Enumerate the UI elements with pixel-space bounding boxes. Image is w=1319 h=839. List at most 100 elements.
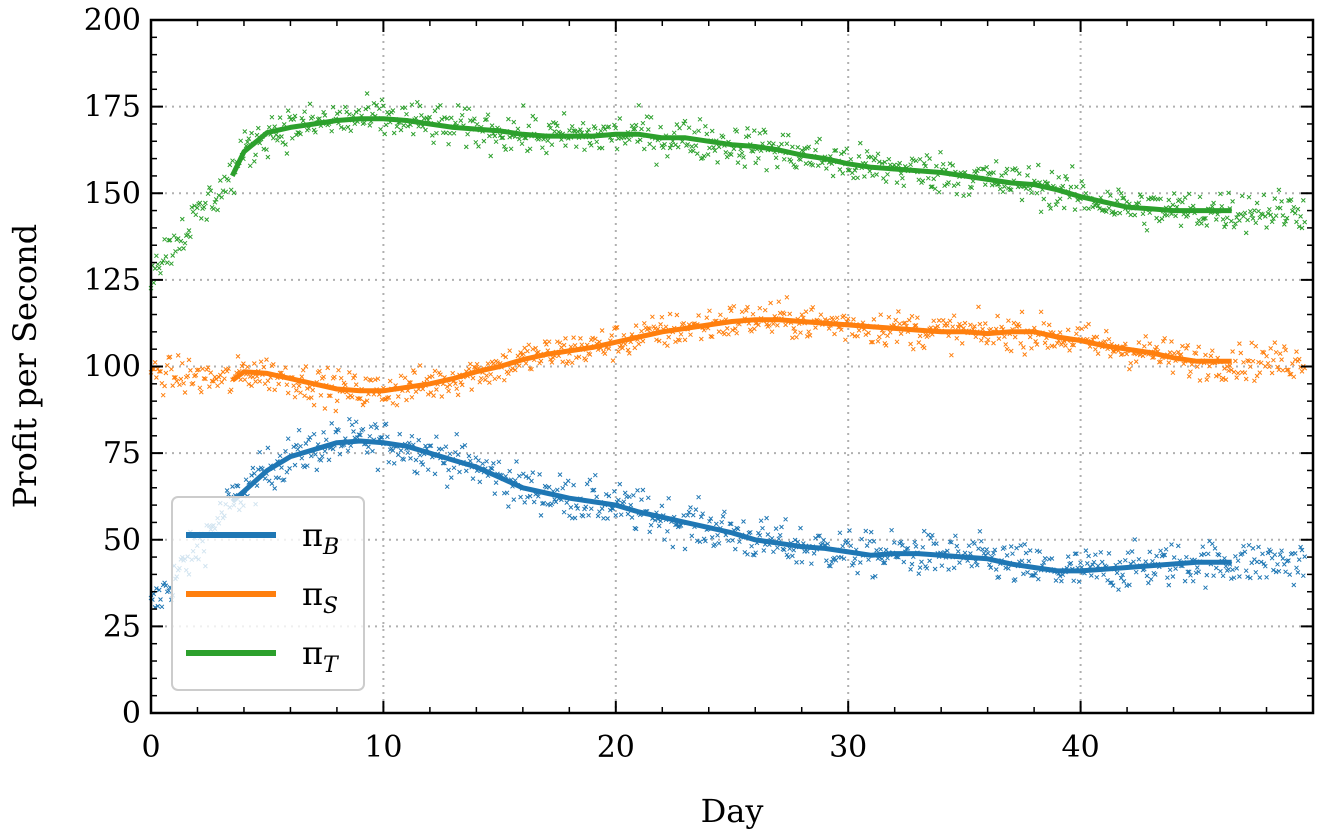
raw-point	[567, 128, 572, 133]
raw-point	[548, 125, 553, 131]
raw-point	[300, 118, 306, 124]
raw-point	[602, 351, 608, 356]
raw-point	[764, 515, 769, 521]
raw-point	[501, 143, 507, 149]
raw-point	[1223, 377, 1229, 382]
raw-point	[1226, 368, 1231, 374]
raw-point	[299, 115, 305, 121]
raw-point	[561, 111, 567, 116]
raw-point	[1163, 546, 1169, 552]
raw-point	[751, 128, 757, 133]
raw-point	[277, 115, 283, 120]
raw-point	[855, 175, 860, 181]
raw-point	[1211, 573, 1216, 579]
raw-point	[1041, 196, 1047, 202]
raw-point	[761, 127, 767, 133]
raw-point	[189, 204, 195, 210]
raw-point	[279, 134, 284, 139]
raw-point	[909, 313, 915, 319]
raw-point	[162, 580, 167, 586]
raw-point	[382, 397, 388, 402]
raw-point	[283, 448, 288, 454]
raw-point	[592, 472, 598, 478]
raw-point	[1272, 552, 1278, 558]
raw-point	[321, 429, 326, 435]
raw-point	[614, 325, 620, 330]
raw-point	[1186, 191, 1192, 197]
raw-point	[1063, 343, 1068, 348]
raw-point	[949, 539, 954, 545]
raw-point	[771, 321, 776, 327]
raw-point	[170, 253, 176, 258]
raw-point	[1075, 326, 1081, 331]
raw-point	[980, 326, 985, 332]
raw-point	[909, 561, 915, 567]
raw-point	[806, 329, 812, 335]
raw-point	[1249, 212, 1255, 218]
raw-point	[1212, 546, 1218, 551]
raw-point	[824, 558, 829, 563]
raw-point	[364, 398, 370, 404]
raw-point	[489, 466, 495, 471]
raw-point	[776, 536, 782, 542]
raw-point	[533, 117, 538, 122]
raw-point	[216, 193, 222, 198]
raw-point	[1117, 559, 1123, 565]
raw-point	[1103, 328, 1109, 334]
raw-point	[171, 375, 177, 380]
raw-point	[394, 124, 400, 129]
raw-point	[1296, 224, 1302, 229]
raw-point	[1235, 370, 1241, 376]
raw-point	[959, 341, 965, 346]
raw-point	[1261, 561, 1267, 567]
raw-point	[830, 173, 836, 179]
raw-point	[356, 107, 362, 113]
raw-point	[1184, 346, 1189, 351]
raw-point	[1200, 544, 1206, 550]
raw-point	[921, 345, 927, 351]
raw-point	[616, 497, 621, 503]
raw-point	[1254, 200, 1260, 206]
raw-point	[969, 185, 975, 191]
raw-point	[1295, 570, 1301, 575]
raw-point	[798, 330, 803, 336]
raw-point	[809, 561, 814, 567]
raw-point	[308, 453, 314, 459]
raw-point	[1041, 560, 1047, 565]
raw-point	[322, 113, 328, 118]
raw-point	[1095, 351, 1101, 356]
raw-point	[457, 469, 462, 475]
raw-point	[1291, 204, 1297, 210]
raw-point	[1133, 359, 1139, 364]
raw-point	[1211, 200, 1216, 206]
raw-point	[1053, 578, 1059, 583]
raw-point	[537, 360, 542, 366]
raw-point	[821, 537, 826, 543]
raw-point	[999, 324, 1004, 330]
raw-point	[163, 583, 169, 589]
raw-point	[253, 379, 258, 384]
raw-point	[353, 382, 359, 387]
raw-point	[1277, 552, 1283, 557]
raw-point	[526, 342, 532, 348]
raw-point	[1265, 211, 1271, 216]
raw-point	[689, 144, 695, 149]
raw-point	[852, 168, 858, 173]
raw-point	[813, 147, 818, 153]
raw-point	[1286, 558, 1291, 563]
raw-point	[1265, 550, 1271, 556]
raw-point	[678, 331, 684, 337]
raw-point	[779, 141, 784, 147]
raw-point	[402, 375, 408, 381]
raw-point	[977, 321, 983, 327]
raw-point	[795, 145, 801, 150]
raw-point	[1276, 367, 1282, 373]
raw-point	[554, 487, 560, 493]
raw-point	[304, 386, 310, 391]
raw-point	[1279, 357, 1284, 362]
raw-point	[194, 367, 200, 373]
raw-point	[201, 376, 207, 381]
raw-point	[160, 258, 166, 264]
raw-point	[709, 128, 715, 134]
raw-point	[1233, 553, 1238, 559]
